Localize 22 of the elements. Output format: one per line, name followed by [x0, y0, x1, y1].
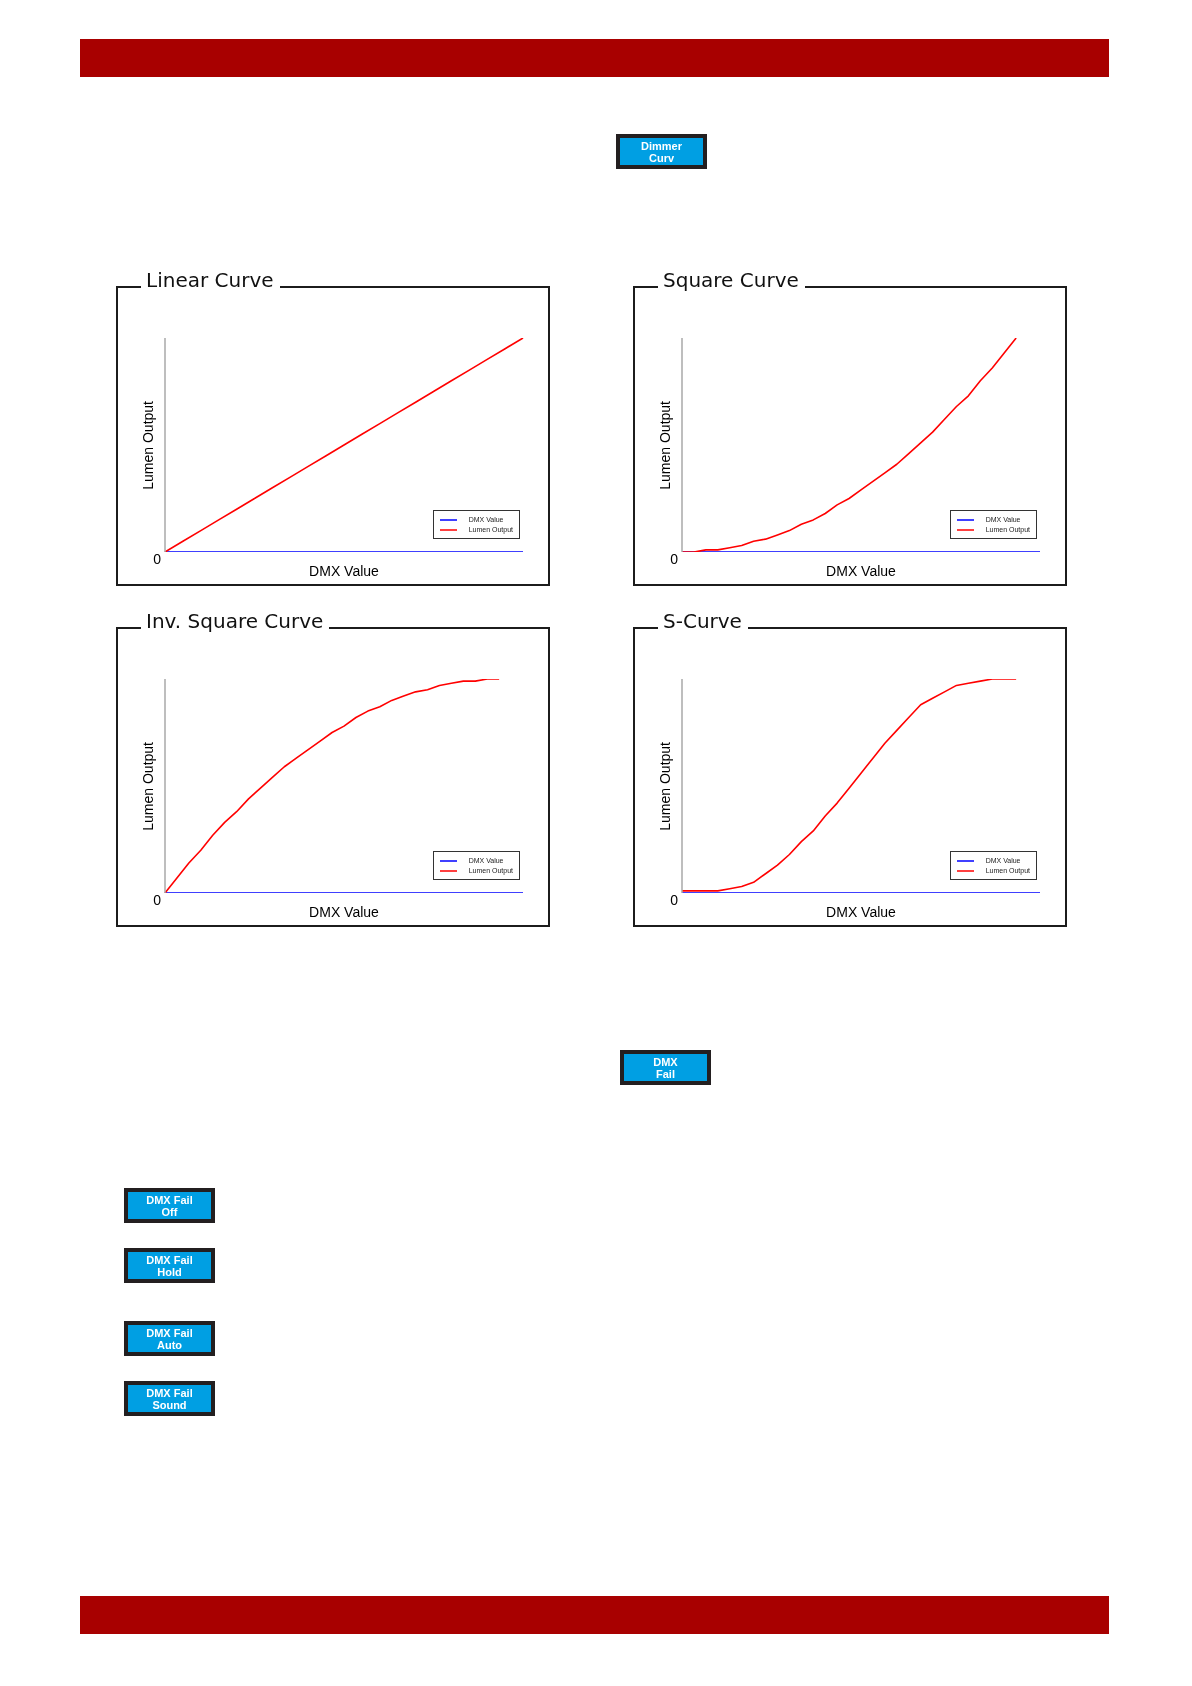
- annotation: 0: [670, 551, 678, 567]
- button: DMX Fail Off: [124, 1188, 215, 1223]
- x-axis-title: DMX Value: [826, 904, 896, 920]
- x-axis-title: DMX Value: [309, 904, 379, 920]
- annotation: 0: [153, 892, 161, 908]
- y-axis-title: Lumen Output: [657, 400, 673, 490]
- button: Dimmer Curv: [616, 134, 707, 169]
- y-axis-title: Lumen Output: [657, 741, 673, 831]
- button: DMX Fail Auto: [124, 1321, 215, 1356]
- annotation: 0: [153, 551, 161, 567]
- x-axis-title: DMX Value: [309, 563, 379, 579]
- chart-title: Square Curve: [658, 268, 805, 292]
- annotation: 0: [670, 892, 678, 908]
- button: DMX Fail Sound: [124, 1381, 215, 1416]
- button: DMX Fail Hold: [124, 1248, 215, 1283]
- y-axis-title: Lumen Output: [140, 741, 156, 831]
- button: DMX Fail: [620, 1050, 711, 1085]
- x-axis-title: DMX Value: [826, 563, 896, 579]
- y-axis-title: Lumen Output: [140, 400, 156, 490]
- chart-title: Inv. Square Curve: [141, 609, 330, 633]
- chart-title: Linear Curve: [141, 268, 280, 292]
- chart-title: S-Curve: [658, 609, 748, 633]
